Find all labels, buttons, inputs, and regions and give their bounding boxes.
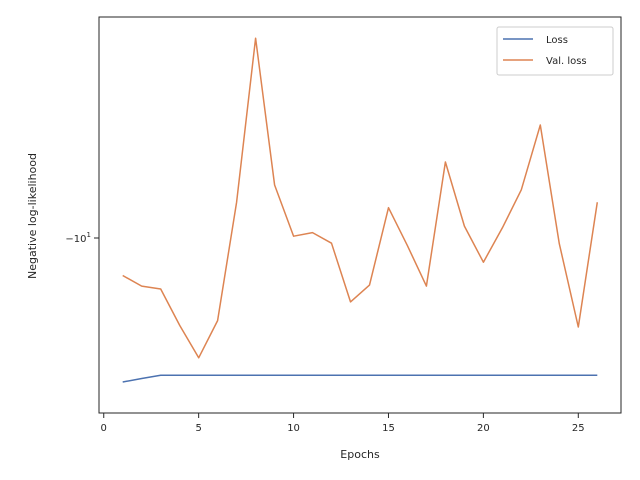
x-tick-label: 10 <box>287 423 300 434</box>
plot-background <box>99 17 621 413</box>
legend-label: Loss <box>546 35 568 46</box>
x-tick-label: 20 <box>477 423 490 434</box>
legend: Loss Val. loss <box>496 26 614 76</box>
y-axis-label: Negative log-likelihood <box>26 153 39 279</box>
x-tick-label: 5 <box>195 423 201 434</box>
y-tick-label: −101 <box>65 231 91 245</box>
x-tick-label: 0 <box>101 423 107 434</box>
x-axis-label: Epochs <box>340 448 380 461</box>
series-layer <box>122 37 599 383</box>
x-tick-label: 25 <box>572 423 585 434</box>
series-line-loss <box>122 374 598 383</box>
x-tick-label: 15 <box>382 423 395 434</box>
y-axis: −101 <box>65 231 99 245</box>
x-axis: 0 5 10 15 20 25 <box>101 413 585 434</box>
legend-label: Val. loss <box>546 56 587 67</box>
series-line-val-loss <box>122 37 599 359</box>
plot-frame <box>98 16 622 414</box>
